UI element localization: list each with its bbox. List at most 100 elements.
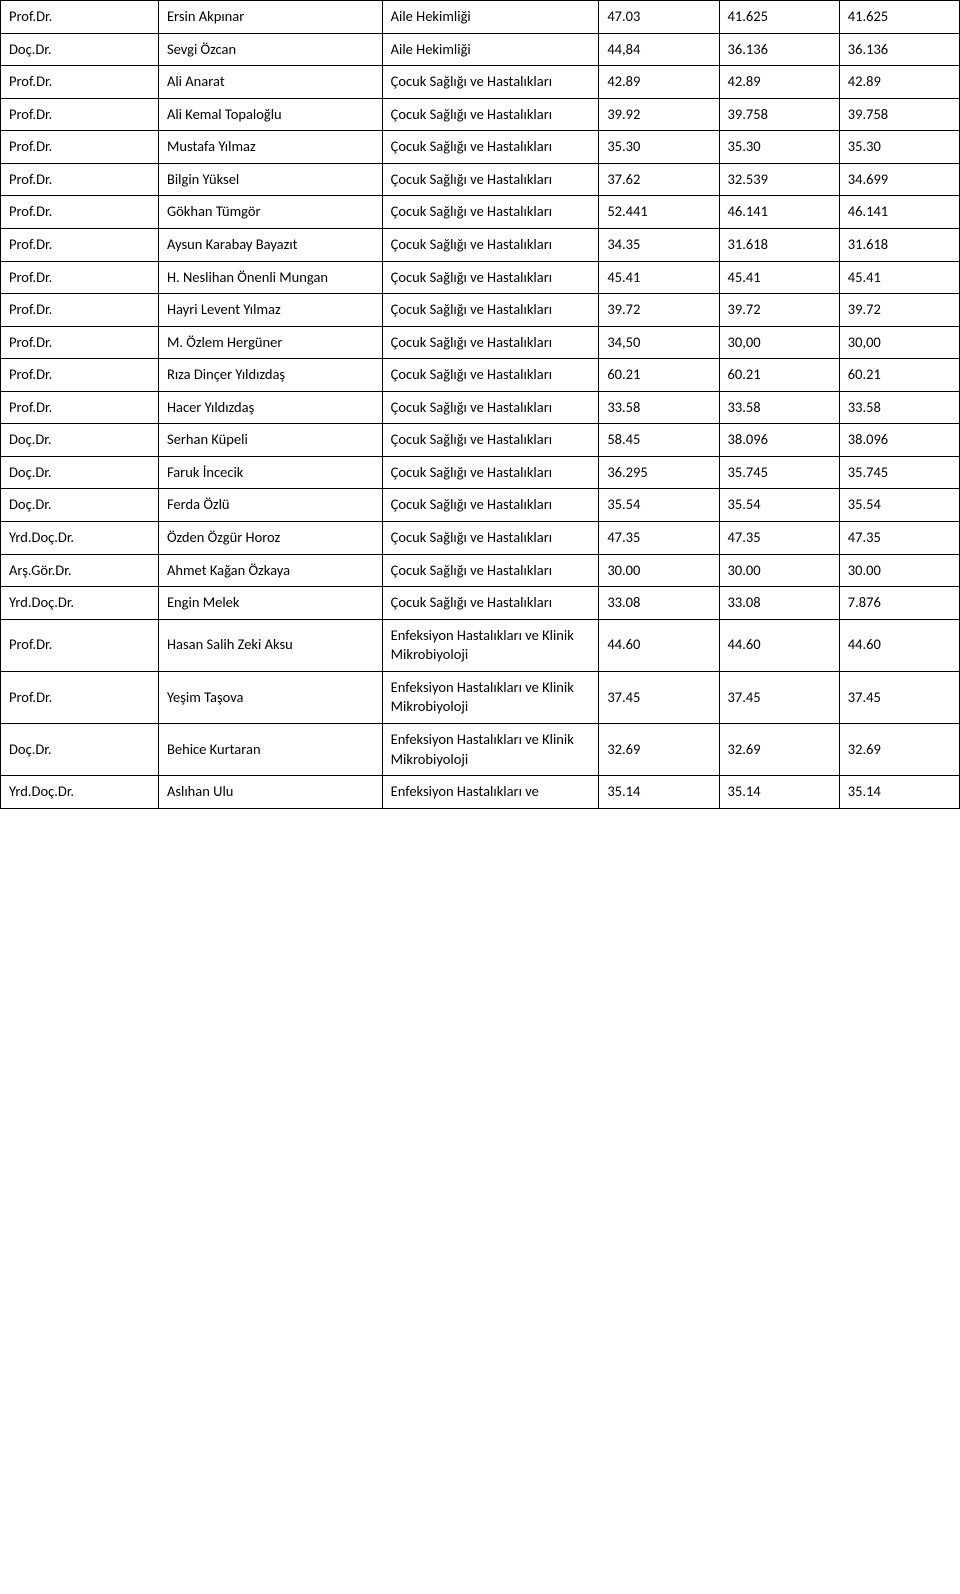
table-cell: 32.539 bbox=[719, 163, 839, 196]
table-cell: Çocuk Sağlığı ve Hastalıkları bbox=[382, 228, 599, 261]
table-cell: 44,84 bbox=[599, 33, 719, 66]
table-row: Arş.Gör.Dr.Ahmet Kağan ÖzkayaÇocuk Sağlı… bbox=[1, 554, 960, 587]
table-cell: Prof.Dr. bbox=[1, 326, 159, 359]
table-cell: 30,00 bbox=[719, 326, 839, 359]
table-row: Prof.Dr.Bilgin YükselÇocuk Sağlığı ve Ha… bbox=[1, 163, 960, 196]
table-cell: Aysun Karabay Bayazıt bbox=[158, 228, 382, 261]
table-cell: Faruk İncecik bbox=[158, 456, 382, 489]
table-cell: Prof.Dr. bbox=[1, 391, 159, 424]
table-cell: Yrd.Doç.Dr. bbox=[1, 522, 159, 555]
table-cell: 32.69 bbox=[719, 723, 839, 775]
table-cell: 45.41 bbox=[599, 261, 719, 294]
table-cell: 31.618 bbox=[839, 228, 959, 261]
table-cell: 58.45 bbox=[599, 424, 719, 457]
table-row: Prof.Dr.Gökhan TümgörÇocuk Sağlığı ve Ha… bbox=[1, 196, 960, 229]
table-cell: 47.35 bbox=[839, 522, 959, 555]
table-cell: Enfeksiyon Hastalıkları ve Klinik Mikrob… bbox=[382, 671, 599, 723]
table-cell: Yrd.Doç.Dr. bbox=[1, 776, 159, 809]
table-cell: Rıza Dinçer Yıldızdaş bbox=[158, 359, 382, 392]
table-cell: Çocuk Sağlığı ve Hastalıkları bbox=[382, 326, 599, 359]
table-cell: 39.758 bbox=[839, 98, 959, 131]
table-row: Prof.Dr.Aysun Karabay BayazıtÇocuk Sağlı… bbox=[1, 228, 960, 261]
table-cell: 47.35 bbox=[599, 522, 719, 555]
table-row: Prof.Dr.Ali AnaratÇocuk Sağlığı ve Hasta… bbox=[1, 66, 960, 99]
table-cell: 33.58 bbox=[839, 391, 959, 424]
table-cell: 47.35 bbox=[719, 522, 839, 555]
data-table: Prof.Dr.Ersin AkpınarAile Hekimliği47.03… bbox=[0, 0, 960, 809]
table-cell: 33.08 bbox=[719, 587, 839, 620]
table-cell: Çocuk Sağlığı ve Hastalıkları bbox=[382, 294, 599, 327]
table-cell: 35.14 bbox=[719, 776, 839, 809]
table-cell: Prof.Dr. bbox=[1, 671, 159, 723]
table-cell: 31.618 bbox=[719, 228, 839, 261]
table-cell: 46.141 bbox=[719, 196, 839, 229]
table-cell: 36.295 bbox=[599, 456, 719, 489]
table-cell: 44.60 bbox=[839, 619, 959, 671]
table-cell: 32.69 bbox=[839, 723, 959, 775]
table-cell: Ahmet Kağan Özkaya bbox=[158, 554, 382, 587]
table-cell: Ersin Akpınar bbox=[158, 1, 382, 34]
table-cell: 60.21 bbox=[719, 359, 839, 392]
table-cell: 60.21 bbox=[599, 359, 719, 392]
page-container: Prof.Dr.Ersin AkpınarAile Hekimliği47.03… bbox=[0, 0, 960, 809]
table-cell: Behice Kurtaran bbox=[158, 723, 382, 775]
table-row: Prof.Dr.H. Neslihan Önenli MunganÇocuk S… bbox=[1, 261, 960, 294]
table-row: Yrd.Doç.Dr.Engin MelekÇocuk Sağlığı ve H… bbox=[1, 587, 960, 620]
table-cell: Enfeksiyon Hastalıkları ve Klinik Mikrob… bbox=[382, 619, 599, 671]
table-cell: 30.00 bbox=[599, 554, 719, 587]
table-cell: Prof.Dr. bbox=[1, 261, 159, 294]
table-cell: Hacer Yıldızdaş bbox=[158, 391, 382, 424]
table-cell: 33.58 bbox=[719, 391, 839, 424]
table-cell: Çocuk Sağlığı ve Hastalıkları bbox=[382, 456, 599, 489]
table-cell: Çocuk Sağlığı ve Hastalıkları bbox=[382, 66, 599, 99]
table-cell: 36.136 bbox=[719, 33, 839, 66]
table-cell: Yeşim Taşova bbox=[158, 671, 382, 723]
table-cell: Çocuk Sağlığı ve Hastalıkları bbox=[382, 196, 599, 229]
table-cell: Doç.Dr. bbox=[1, 424, 159, 457]
table-cell: Aile Hekimliği bbox=[382, 1, 599, 34]
table-cell: 35.30 bbox=[839, 131, 959, 164]
table-cell: 46.141 bbox=[839, 196, 959, 229]
table-cell: H. Neslihan Önenli Mungan bbox=[158, 261, 382, 294]
table-cell: Prof.Dr. bbox=[1, 196, 159, 229]
table-cell: 37.45 bbox=[839, 671, 959, 723]
table-cell: Özden Özgür Horoz bbox=[158, 522, 382, 555]
table-cell: 35.54 bbox=[839, 489, 959, 522]
table-row: Yrd.Doç.Dr.Aslıhan UluEnfeksiyon Hastalı… bbox=[1, 776, 960, 809]
table-cell: Yrd.Doç.Dr. bbox=[1, 587, 159, 620]
table-cell: Prof.Dr. bbox=[1, 98, 159, 131]
table-cell: 7.876 bbox=[839, 587, 959, 620]
table-cell: 35.745 bbox=[839, 456, 959, 489]
table-cell: Ali Anarat bbox=[158, 66, 382, 99]
table-cell: 45.41 bbox=[719, 261, 839, 294]
table-cell: 39.72 bbox=[599, 294, 719, 327]
table-cell: 37.45 bbox=[599, 671, 719, 723]
table-cell: Aslıhan Ulu bbox=[158, 776, 382, 809]
table-cell: Çocuk Sağlığı ve Hastalıkları bbox=[382, 261, 599, 294]
table-cell: Enfeksiyon Hastalıkları ve Klinik Mikrob… bbox=[382, 723, 599, 775]
table-cell: 35.30 bbox=[719, 131, 839, 164]
table-cell: Doç.Dr. bbox=[1, 33, 159, 66]
table-cell: 60.21 bbox=[839, 359, 959, 392]
table-row: Doç.Dr.Serhan KüpeliÇocuk Sağlığı ve Has… bbox=[1, 424, 960, 457]
table-cell: 30.00 bbox=[839, 554, 959, 587]
table-row: Doç.Dr.Faruk İncecikÇocuk Sağlığı ve Has… bbox=[1, 456, 960, 489]
table-row: Prof.Dr.M. Özlem HergünerÇocuk Sağlığı v… bbox=[1, 326, 960, 359]
table-row: Prof.Dr.Mustafa YılmazÇocuk Sağlığı ve H… bbox=[1, 131, 960, 164]
table-cell: Doç.Dr. bbox=[1, 723, 159, 775]
table-cell: 38.096 bbox=[839, 424, 959, 457]
table-cell: Çocuk Sağlığı ve Hastalıkları bbox=[382, 522, 599, 555]
table-cell: 45.41 bbox=[839, 261, 959, 294]
table-cell: Çocuk Sağlığı ve Hastalıkları bbox=[382, 489, 599, 522]
table-cell: 33.08 bbox=[599, 587, 719, 620]
table-cell: Çocuk Sağlığı ve Hastalıkları bbox=[382, 554, 599, 587]
table-cell: Arş.Gör.Dr. bbox=[1, 554, 159, 587]
table-cell: 35.14 bbox=[839, 776, 959, 809]
table-cell: 39.92 bbox=[599, 98, 719, 131]
table-row: Yrd.Doç.Dr.Özden Özgür HorozÇocuk Sağlığ… bbox=[1, 522, 960, 555]
table-cell: 34,50 bbox=[599, 326, 719, 359]
table-cell: 36.136 bbox=[839, 33, 959, 66]
table-cell: Ali Kemal Topaloğlu bbox=[158, 98, 382, 131]
table-cell: Çocuk Sağlığı ve Hastalıkları bbox=[382, 98, 599, 131]
table-cell: Çocuk Sağlığı ve Hastalıkları bbox=[382, 163, 599, 196]
